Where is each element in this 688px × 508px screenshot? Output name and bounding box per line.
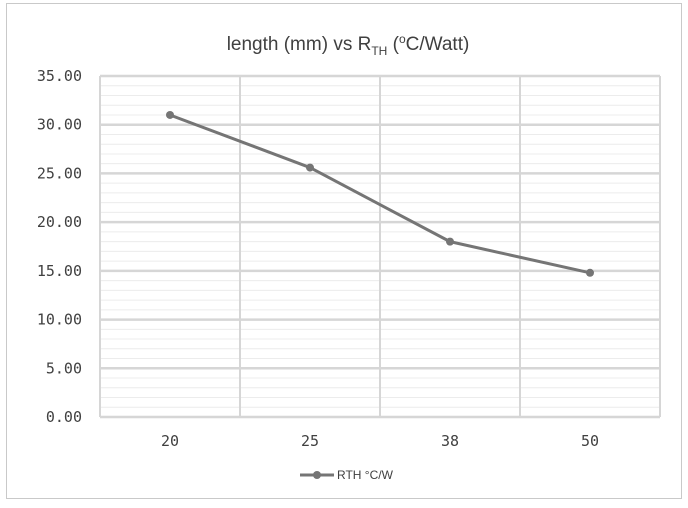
- chart-title: length (mm) vs RTH (oC/Watt): [227, 32, 470, 58]
- legend: RTH °C/W: [300, 468, 394, 482]
- y-tick-label: 10.00: [37, 311, 82, 329]
- data-point: [586, 268, 594, 277]
- y-tick-label: 35.00: [37, 67, 82, 85]
- x-tick-label: 20: [161, 432, 179, 450]
- data-point: [306, 163, 314, 172]
- series-line: [169, 113, 591, 275]
- data-point: [446, 237, 454, 246]
- y-tick-label: 0.00: [46, 408, 82, 426]
- chart-title-subscript: TH: [371, 44, 387, 58]
- chart-title-rest: C/Watt): [406, 34, 470, 55]
- series-layer: [166, 110, 594, 277]
- y-tick-label: 30.00: [37, 116, 82, 134]
- chart-title-superscript: o: [399, 32, 406, 46]
- legend-label: RTH °C/W: [337, 468, 394, 482]
- y-axis-ticks: 0.00 5.00 10.00 15.00 20.00 25.00 30.00 35.00: [37, 67, 82, 426]
- data-point: [166, 110, 174, 119]
- y-tick-label: 25.00: [37, 164, 82, 182]
- x-tick-label: 38: [441, 432, 459, 450]
- major-gridlines: [99, 74, 661, 419]
- x-tick-label: 25: [301, 432, 319, 450]
- chart-title-main: length (mm) vs R: [227, 34, 372, 55]
- x-tick-label: 50: [581, 432, 599, 450]
- x-axis-ticks: 20 25 38 50: [161, 432, 599, 450]
- y-tick-label: 15.00: [37, 262, 82, 280]
- legend-marker: [313, 471, 321, 479]
- y-tick-label: 20.00: [37, 213, 82, 231]
- chart-title-open: (: [387, 34, 399, 55]
- y-tick-label: 5.00: [46, 359, 82, 377]
